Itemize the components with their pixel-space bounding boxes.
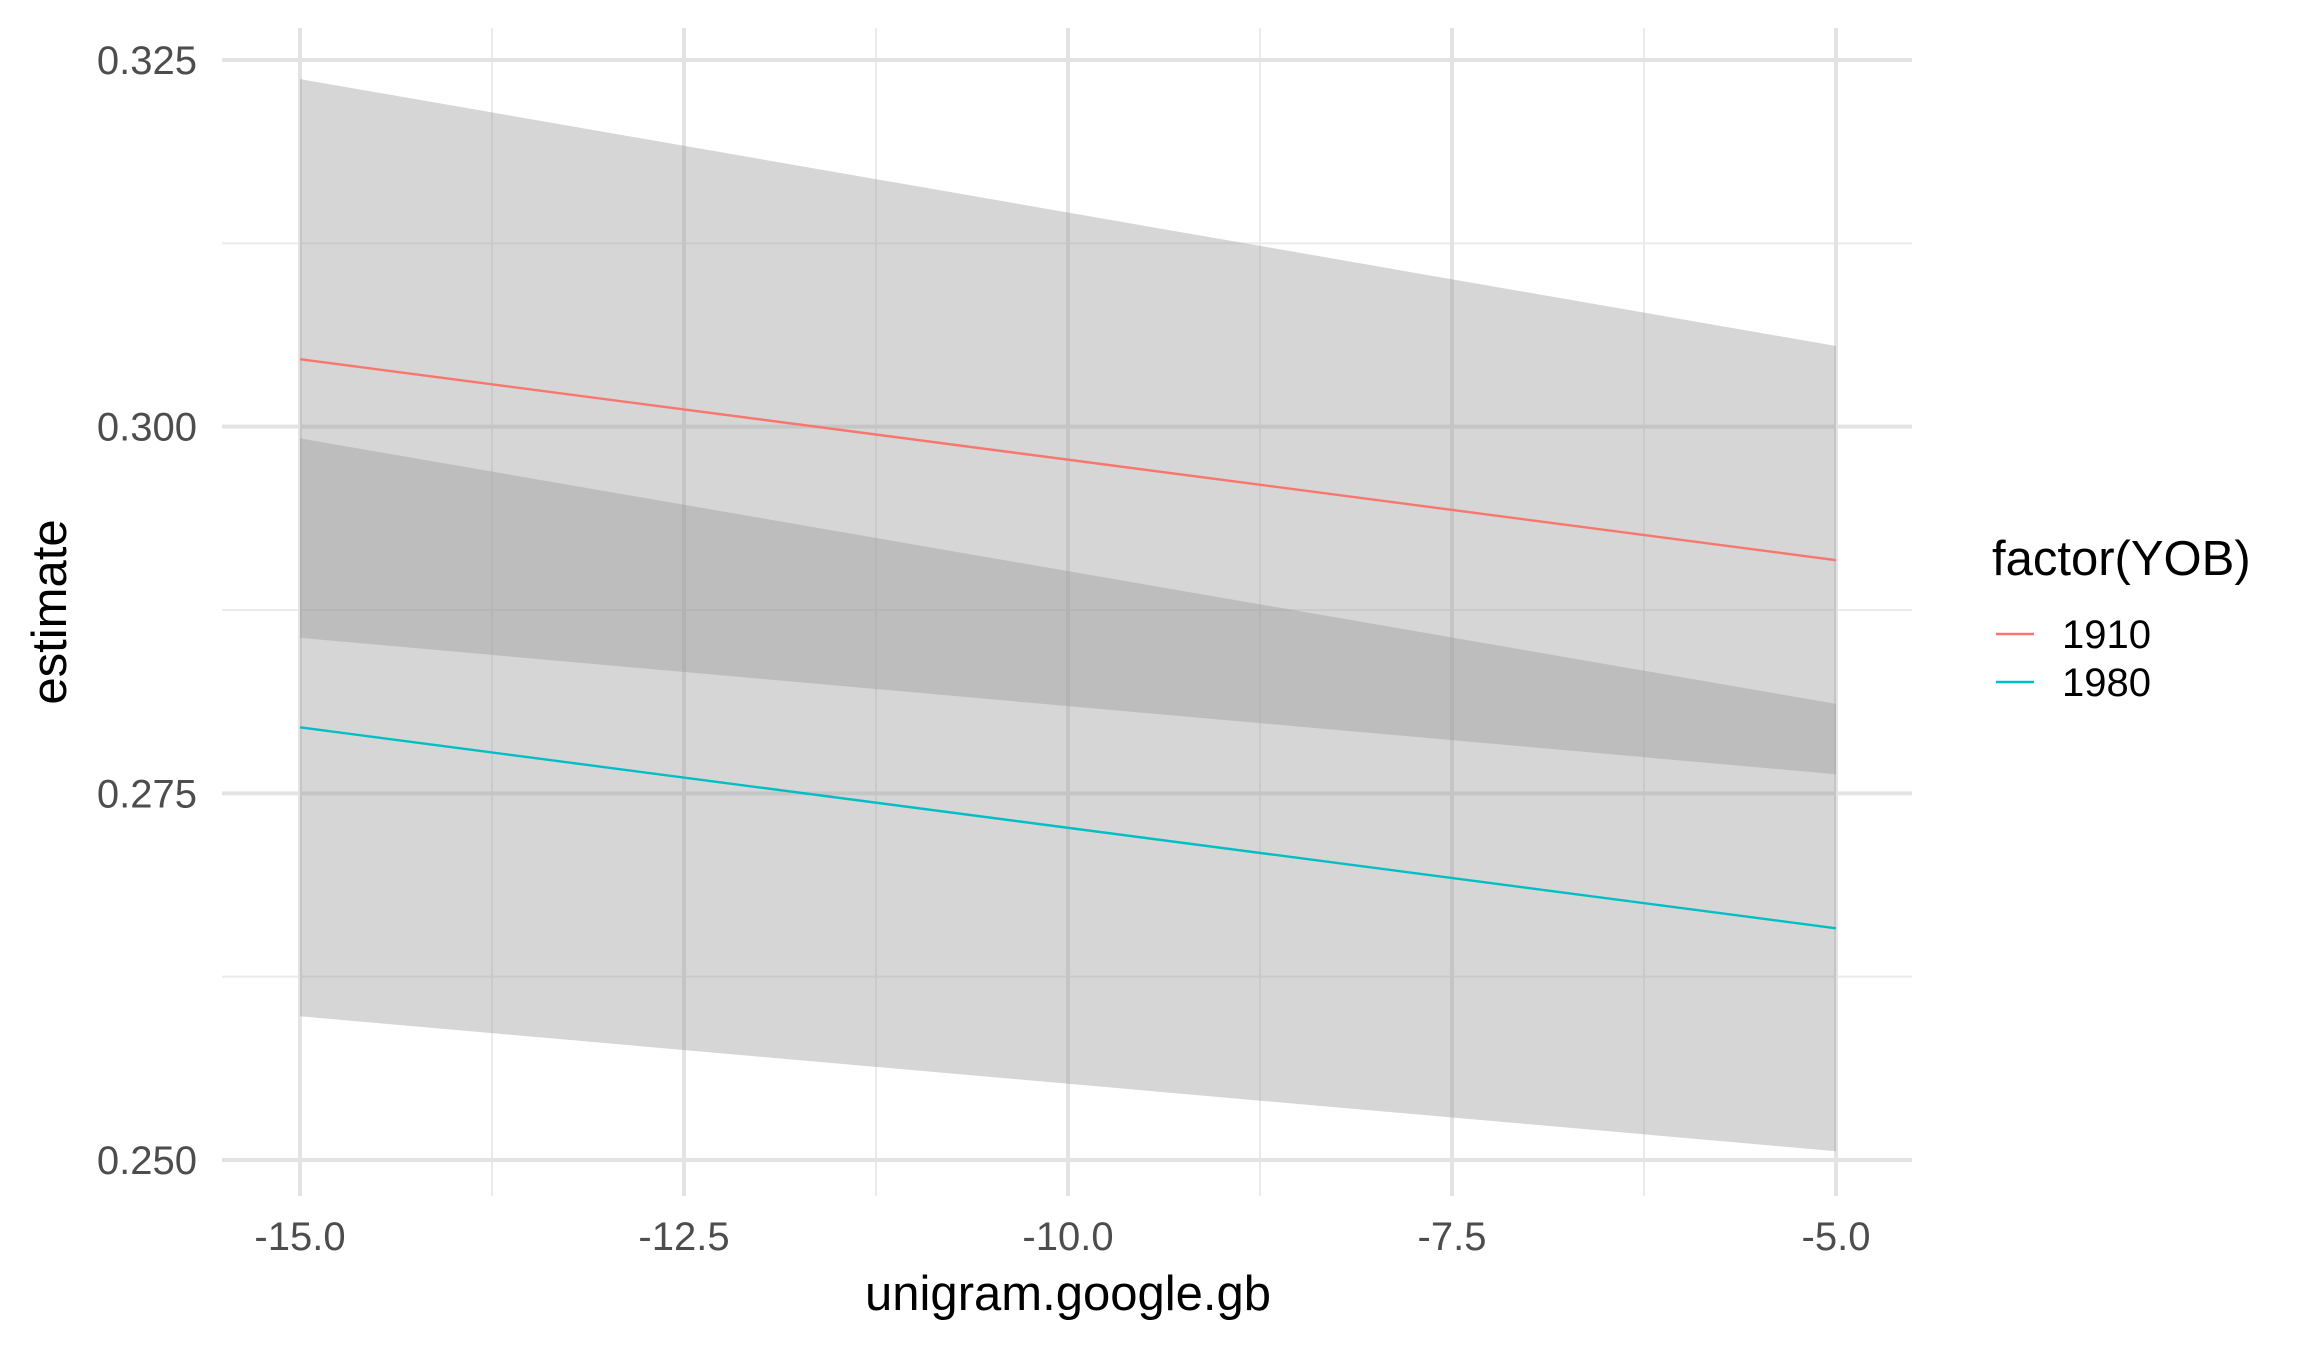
y-axis-tick-labels: 0.250 0.275 0.300 0.325 [97, 39, 197, 1183]
legend-label-1910: 1910 [2062, 613, 2151, 657]
legend-title: factor(YOB) [1992, 532, 2251, 586]
y-tick-label: 0.275 [97, 772, 197, 816]
y-tick-label: 0.325 [97, 39, 197, 83]
grid-lines [222, 28, 1912, 1196]
ci-ribbon-1910 [300, 79, 1836, 775]
x-tick-label: -10.0 [1022, 1215, 1113, 1259]
ci-ribbon-1980 [300, 438, 1836, 1152]
series-lines [299, 358, 1837, 930]
confidence-ribbons [300, 79, 1836, 1152]
y-axis-title: estimate [23, 519, 77, 704]
x-tick-label: -7.5 [1418, 1215, 1487, 1259]
x-axis-title: unigram.google.gb [865, 1267, 1271, 1321]
series-line-1980 [299, 726, 1837, 930]
x-tick-label: -12.5 [638, 1215, 729, 1259]
y-tick-label: 0.250 [97, 1139, 197, 1183]
x-tick-label: -15.0 [254, 1215, 345, 1259]
legend-label-1980: 1980 [2062, 661, 2151, 705]
x-tick-label: -5.0 [1802, 1215, 1871, 1259]
series-line-1910 [299, 358, 1837, 562]
y-tick-label: 0.300 [97, 406, 197, 450]
x-axis-tick-labels: -15.0 -12.5 -10.0 -7.5 -5.0 [254, 1215, 1870, 1259]
